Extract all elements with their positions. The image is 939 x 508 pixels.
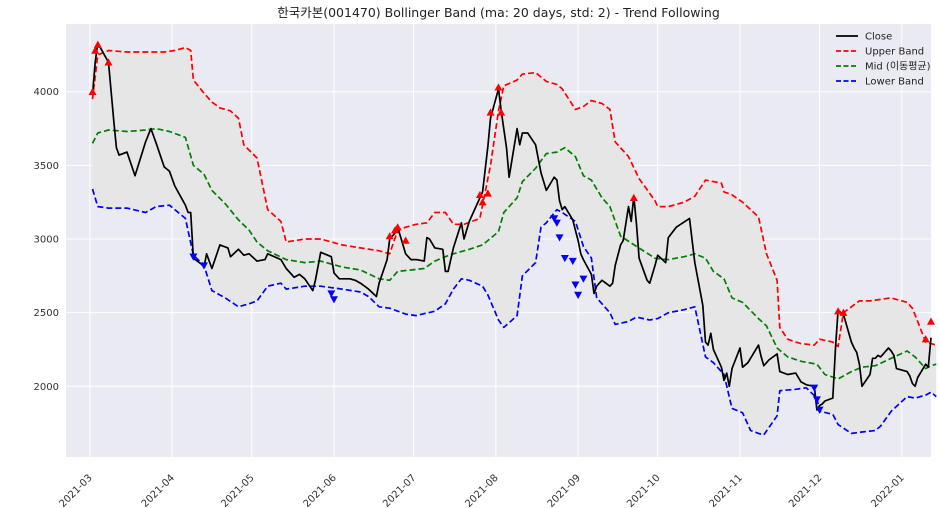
x-tick-label: 2021-03 [57,473,94,508]
buy-marker [497,108,506,116]
sell-marker [574,291,583,299]
sell-marker [815,406,824,414]
x-tick-label: 2021-07 [381,473,418,508]
x-tick-label: 2021-05 [219,473,256,508]
buy-marker [393,223,402,231]
buy-marker [483,189,492,197]
sell-marker [812,396,821,404]
x-tick-label: 2021-06 [302,473,339,508]
sell-marker [555,234,564,242]
y-tick-label: 2500 [34,308,59,319]
buy-marker [629,193,638,201]
sell-marker [550,215,559,223]
x-tick-label: 2021-08 [463,473,500,508]
sell-marker [568,257,577,266]
x-tick-label: 2022-01 [869,473,906,508]
band-fill [92,47,937,435]
buy-marker [93,40,102,48]
x-tick-label: 2021-11 [708,473,745,508]
band-fill-area [92,47,937,435]
series [91,42,937,436]
buy-marker [486,108,495,116]
sell-marker [199,262,208,270]
buy-marker [385,232,394,240]
legend: Close Upper Band Mid (이동평균) Lower Band [836,32,931,88]
buy-marker [104,58,113,66]
buy-marker [494,83,503,91]
buy-marker [834,307,843,315]
sell-marker [571,281,580,289]
sell-marker [327,290,336,298]
sell-marker [810,384,819,392]
y-tick-label: 4000 [34,87,59,98]
sell-marker [579,275,588,283]
legend-label-lower: Lower Band [865,77,924,88]
series-line-upper [91,46,937,348]
x-tick-label: 2021-10 [625,473,662,508]
buy-marker [927,317,935,325]
sell-marker [189,253,198,261]
series-line-close [91,42,932,411]
y-tick-label: 2000 [34,382,59,393]
sell-marker [560,254,569,263]
buy-marker [88,87,97,95]
x-tick-label: 2021-09 [546,473,583,508]
legend-label-close: Close [865,32,892,43]
series-line-lower [91,188,937,436]
legend-label-mid: Mid (이동평균) [865,61,931,73]
markers [88,40,935,414]
buy-marker [921,335,930,343]
series-line-mid [91,127,937,380]
legend-label-upper: Upper Band [865,47,924,58]
buy-marker [478,198,487,206]
chart-title: 한국카본(001470) Bollinger Band (ma: 20 days… [277,5,720,20]
x-tick-label: 2021-04 [140,473,177,508]
sell-marker [329,296,338,304]
buy-marker [91,46,100,54]
buy-marker [475,190,484,199]
y-tick-label: 3000 [34,235,59,246]
y-tick-label: 3500 [34,161,59,172]
sell-marker [552,219,561,227]
buy-marker [401,236,410,244]
buy-marker [839,308,848,316]
x-tick-label: 2021-12 [787,473,824,508]
